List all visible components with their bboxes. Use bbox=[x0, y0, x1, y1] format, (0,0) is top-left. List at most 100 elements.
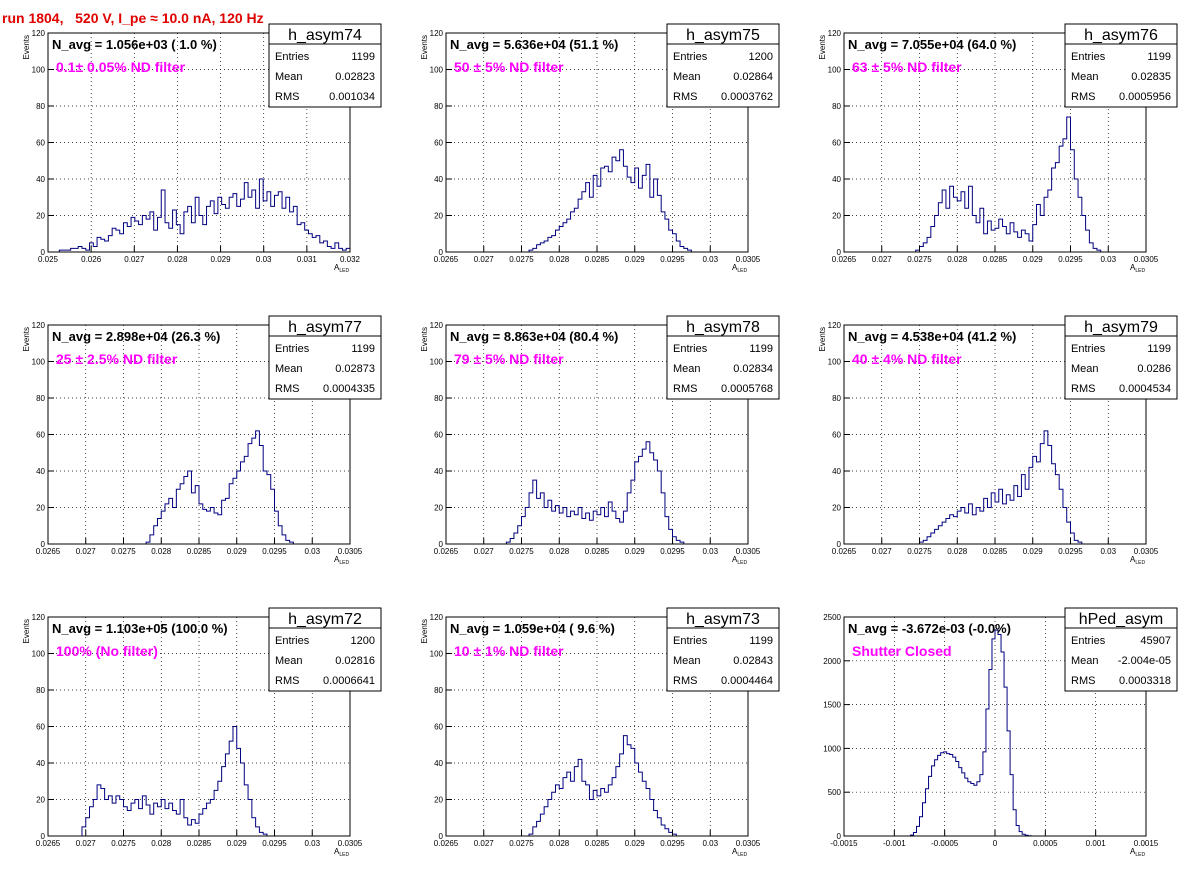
x-tick-label: 0.027 bbox=[872, 255, 893, 264]
y-axis-label: Events bbox=[22, 327, 31, 351]
stats-key: Entries bbox=[673, 51, 708, 63]
y-tick-label: 120 bbox=[430, 29, 444, 38]
stats-box bbox=[268, 607, 382, 692]
stats-key: Mean bbox=[275, 363, 303, 375]
y-tick-label: 100 bbox=[828, 358, 842, 367]
stats-key: RMS bbox=[673, 675, 697, 687]
x-tick-label: 0.028 bbox=[549, 839, 570, 848]
y-tick-label: 80 bbox=[434, 102, 443, 111]
stats-key: Mean bbox=[275, 655, 303, 667]
x-axis-label-subscript: LED bbox=[737, 560, 747, 566]
x-tick-label: 0.03 bbox=[304, 839, 320, 848]
histogram-line bbox=[446, 149, 748, 252]
y-tick-label: 1500 bbox=[823, 701, 841, 710]
run-title: run 1804, 520 V, I_pe ≈ 10.0 nA, 120 Hz bbox=[2, 10, 264, 26]
stats-value: 0.02834 bbox=[733, 363, 773, 375]
filter-label: 100% (No filter) bbox=[56, 643, 158, 659]
y-tick-label: 500 bbox=[828, 788, 842, 797]
stats-title: h_asym72 bbox=[288, 611, 362, 628]
stats-key: Entries bbox=[275, 343, 310, 355]
y-tick-label: 0 bbox=[41, 832, 46, 841]
y-tick-label: 2000 bbox=[823, 657, 841, 666]
stats-value: 0.001034 bbox=[329, 91, 375, 103]
stats-title: h_asym79 bbox=[1084, 319, 1158, 336]
y-tick-label: 40 bbox=[434, 175, 443, 184]
histogram-line bbox=[844, 629, 1143, 836]
x-tick-label: 0.028 bbox=[151, 547, 172, 556]
n-avg-label: N_avg = 2.898e+04 (26.3 %) bbox=[52, 329, 220, 344]
stats-value: 0.0004335 bbox=[323, 383, 375, 395]
y-tick-label: 120 bbox=[32, 29, 46, 38]
y-axis-label: Events bbox=[22, 35, 31, 59]
y-tick-label: 40 bbox=[36, 467, 45, 476]
stats-title: h_asym74 bbox=[288, 27, 362, 44]
y-tick-label: 40 bbox=[36, 175, 45, 184]
stats-key: RMS bbox=[1071, 675, 1095, 687]
stats-value: 0.02864 bbox=[733, 71, 773, 83]
stats-key: Entries bbox=[673, 635, 708, 647]
x-tick-label: 0.0285 bbox=[187, 839, 212, 848]
x-tick-label: 0.0275 bbox=[111, 839, 136, 848]
x-tick-label: 0.0265 bbox=[832, 547, 857, 556]
histogram-panel: 0.0265 0.027 0.0275 0.028 0.0285 0.029 0.0295 0… bbox=[420, 607, 780, 858]
y-tick-label: 0 bbox=[439, 540, 444, 549]
stats-box bbox=[666, 315, 780, 400]
y-tick-label: 80 bbox=[36, 102, 45, 111]
x-tick-label: 0.029 bbox=[1023, 255, 1044, 264]
filter-label: 0.1± 0.05% ND filter bbox=[56, 59, 186, 75]
stats-key: Entries bbox=[1071, 635, 1106, 647]
y-tick-label: 80 bbox=[36, 394, 45, 403]
x-tick-label: 0.0305 bbox=[1134, 255, 1159, 264]
y-tick-label: 60 bbox=[434, 139, 443, 148]
x-axis-label-subscript: LED bbox=[339, 852, 349, 858]
histogram-panel: 0.0265 0.027 0.0275 0.028 0.0285 0.029 0.0295 0… bbox=[420, 23, 780, 274]
y-tick-label: 40 bbox=[36, 759, 45, 768]
x-axis-label-subscript: LED bbox=[1135, 268, 1145, 274]
y-tick-label: 120 bbox=[828, 321, 842, 330]
x-tick-label: 0.03 bbox=[1100, 255, 1116, 264]
stats-title: hPed_asym bbox=[1079, 611, 1164, 628]
x-tick-label: 0.026 bbox=[81, 255, 102, 264]
stats-value: 45907 bbox=[1140, 635, 1171, 647]
stats-box bbox=[1064, 23, 1178, 108]
x-tick-label: 0.029 bbox=[211, 255, 232, 264]
y-axis-label: Events bbox=[420, 35, 429, 59]
x-tick-label: 0.027 bbox=[76, 547, 97, 556]
x-tick-label: 0.0275 bbox=[509, 547, 534, 556]
x-tick-label: 0.0285 bbox=[585, 255, 610, 264]
y-tick-label: 100 bbox=[32, 650, 46, 659]
y-tick-label: 60 bbox=[832, 139, 841, 148]
x-tick-label: 0.0015 bbox=[1134, 839, 1159, 848]
histogram-panel: 0.025 0.026 0.027 0.028 0.029 0.03 0.031 0.032 0… bbox=[22, 23, 382, 274]
stats-box bbox=[268, 23, 382, 108]
y-axis-label: Events bbox=[420, 619, 429, 643]
stats-key: RMS bbox=[1071, 383, 1095, 395]
x-tick-label: 0.0265 bbox=[434, 547, 459, 556]
histogram-panel: 0.0265 0.027 0.0275 0.028 0.0285 0.029 0.0295 0… bbox=[420, 315, 780, 566]
x-axis-label: ALED bbox=[334, 555, 349, 566]
stats-key: Entries bbox=[1071, 51, 1106, 63]
stats-value: 0.02823 bbox=[335, 71, 375, 83]
x-tick-label: -0.0015 bbox=[830, 839, 858, 848]
x-axis-label-subscript: LED bbox=[1135, 852, 1145, 858]
filter-label: 10 ± 1% ND filter bbox=[454, 643, 564, 659]
stats-key: Entries bbox=[673, 343, 708, 355]
stats-value: 1199 bbox=[749, 343, 773, 355]
y-tick-label: 60 bbox=[36, 723, 45, 732]
x-tick-label: 0.0285 bbox=[585, 839, 610, 848]
stats-value: 0.0005956 bbox=[1119, 91, 1171, 103]
y-tick-label: 120 bbox=[828, 29, 842, 38]
x-tick-label: 0.028 bbox=[947, 547, 968, 556]
y-tick-label: 0 bbox=[837, 540, 842, 549]
stats-value: 0.02873 bbox=[335, 363, 375, 375]
y-axis-label: Events bbox=[818, 327, 827, 351]
y-tick-label: 0 bbox=[41, 248, 46, 257]
x-axis-label: ALED bbox=[732, 555, 747, 566]
y-tick-label: 0 bbox=[439, 248, 444, 257]
x-tick-label: 0.03 bbox=[702, 255, 718, 264]
x-tick-label: 0.03 bbox=[702, 839, 718, 848]
x-axis-label-subscript: LED bbox=[339, 268, 349, 274]
stats-value: 1199 bbox=[351, 343, 375, 355]
x-tick-label: 0.032 bbox=[340, 255, 361, 264]
